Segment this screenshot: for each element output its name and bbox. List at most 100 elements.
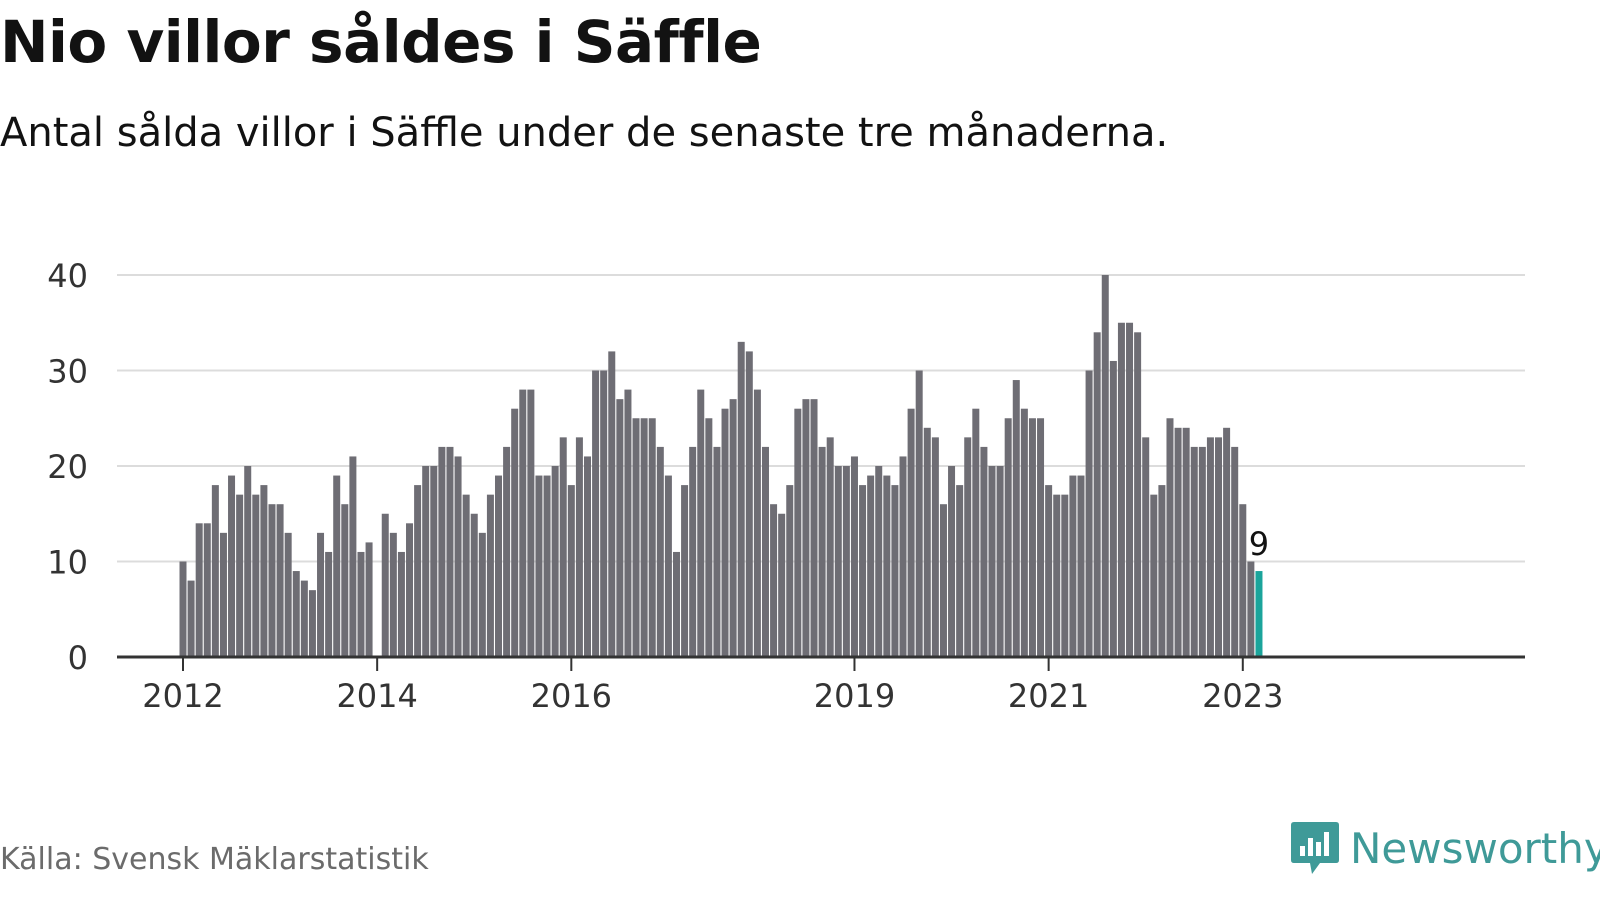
y-tick-label-20: 20 <box>47 448 88 486</box>
bar-5 <box>219 532 227 657</box>
bar-114 <box>1101 275 1109 657</box>
bar-17 <box>317 532 325 657</box>
bar-28 <box>406 523 414 657</box>
source-note: Källa: Svensk Mäklarstatistik <box>0 842 429 877</box>
bar-20 <box>341 504 349 657</box>
bar-88 <box>891 485 899 657</box>
bar-57 <box>640 418 648 657</box>
bar-14 <box>292 571 300 657</box>
x-tick-label-2019: 2019 <box>814 677 895 715</box>
bar-3 <box>203 523 211 657</box>
bar-4 <box>211 485 219 657</box>
x-tick-label-2016: 2016 <box>531 677 612 715</box>
bar-54 <box>616 399 624 657</box>
bar-36 <box>470 513 478 657</box>
bar-133 <box>1255 571 1263 657</box>
bar-93 <box>931 437 939 657</box>
bar-98 <box>972 408 980 657</box>
chart-subtitle: Antal sålda villor i Säffle under de sen… <box>0 110 1169 156</box>
bar-33 <box>446 446 454 657</box>
bar-129 <box>1223 427 1231 657</box>
bar-73 <box>770 504 778 657</box>
bar-87 <box>883 475 891 657</box>
bar-132 <box>1247 561 1255 657</box>
newsworthy-logo-icon <box>1291 822 1339 874</box>
bar-123 <box>1174 427 1182 657</box>
bar-116 <box>1117 322 1125 657</box>
bar-45 <box>543 475 551 657</box>
bar-64 <box>697 389 705 657</box>
bar-131 <box>1239 504 1247 657</box>
bar-121 <box>1158 485 1166 657</box>
bar-47 <box>559 437 567 657</box>
bar-61 <box>672 551 680 657</box>
bar-82 <box>842 466 850 657</box>
bar-107 <box>1045 485 1053 657</box>
x-tick-label-2023: 2023 <box>1202 677 1283 715</box>
bar-120 <box>1150 494 1158 657</box>
bar-42 <box>519 389 527 657</box>
bar-0 <box>179 561 187 657</box>
bar-38 <box>486 494 494 657</box>
bar-112 <box>1085 370 1093 657</box>
axes <box>117 655 1525 671</box>
y-tick-label-40: 40 <box>47 257 88 295</box>
bar-31 <box>430 466 438 657</box>
bar-119 <box>1142 437 1150 657</box>
bar-78 <box>810 399 818 657</box>
bar-49 <box>575 437 583 657</box>
bar-6 <box>228 475 236 657</box>
bar-99 <box>980 446 988 657</box>
bar-46 <box>551 466 559 657</box>
bar-128 <box>1215 437 1223 657</box>
bar-59 <box>656 446 664 657</box>
bar-90 <box>907 408 915 657</box>
bar-111 <box>1077 475 1085 657</box>
bar-126 <box>1198 446 1206 657</box>
bar-130 <box>1231 446 1239 657</box>
bar-11 <box>268 504 276 657</box>
bar-72 <box>761 446 769 657</box>
bar-29 <box>414 485 422 657</box>
bar-102 <box>1004 418 1012 657</box>
bar-68 <box>729 399 737 657</box>
bar-115 <box>1109 360 1117 657</box>
y-tick-label-30: 30 <box>47 353 88 391</box>
bar-83 <box>850 456 858 657</box>
y-tick-label-0: 0 <box>68 639 88 677</box>
bar-1 <box>187 580 195 657</box>
bar-118 <box>1134 332 1142 657</box>
bar-37 <box>478 532 486 657</box>
bar-110 <box>1069 475 1077 657</box>
bar-13 <box>284 532 292 657</box>
bar-23 <box>365 542 373 657</box>
bar-109 <box>1061 494 1069 657</box>
bar-70 <box>745 351 753 657</box>
bar-50 <box>584 456 591 657</box>
bar-86 <box>875 466 883 657</box>
bar-125 <box>1190 446 1198 657</box>
bar-10 <box>260 485 268 657</box>
bar-74 <box>778 513 786 657</box>
bar-96 <box>956 485 964 657</box>
bar-7 <box>236 494 244 657</box>
bar-2 <box>195 523 203 657</box>
bar-51 <box>592 370 600 657</box>
bar-104 <box>1020 408 1028 657</box>
bar-18 <box>325 551 333 657</box>
bar-77 <box>802 399 810 657</box>
bar-35 <box>462 494 470 657</box>
bar-41 <box>511 408 519 657</box>
bar-21 <box>349 456 357 657</box>
bar-75 <box>786 485 794 657</box>
bar-69 <box>737 341 745 657</box>
bar-15 <box>300 580 308 657</box>
bar-27 <box>397 551 405 657</box>
bar-44 <box>535 475 543 657</box>
bars <box>179 275 1263 657</box>
bar-95 <box>948 466 956 657</box>
bar-26 <box>389 532 397 657</box>
bar-48 <box>567 485 575 657</box>
x-tick-label-2021: 2021 <box>1008 677 1089 715</box>
bar-40 <box>503 446 511 657</box>
